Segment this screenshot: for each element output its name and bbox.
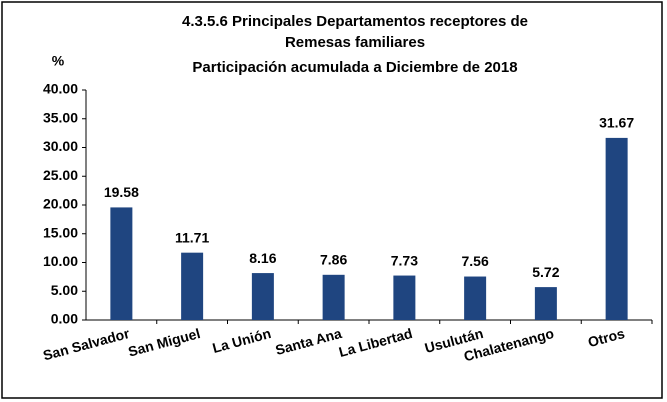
bar [605, 137, 628, 320]
y-tick-label: 5.00 [51, 282, 78, 298]
data-label: 8.16 [249, 250, 276, 266]
y-tick-label: 20.00 [43, 196, 78, 212]
data-label: 7.86 [320, 252, 347, 268]
chart-title: Remesas familiares [285, 34, 425, 51]
chart-title: 4.3.5.6 Principales Departamentos recept… [182, 13, 528, 30]
bar [393, 275, 416, 320]
bar [110, 207, 133, 320]
bar [181, 252, 204, 320]
bar [251, 273, 274, 320]
y-tick-label: 35.00 [43, 109, 78, 125]
bar [322, 274, 345, 320]
data-label: 7.56 [462, 253, 489, 269]
y-tick-label: 25.00 [43, 167, 78, 183]
bar [534, 287, 557, 320]
chart-subtitle: Participación acumulada a Diciembre de 2… [192, 59, 517, 76]
y-tick-label: 40.00 [43, 81, 78, 97]
y-tick-label: 0.00 [51, 311, 78, 327]
data-label: 11.71 [175, 229, 209, 245]
y-axis-label: % [52, 53, 65, 69]
y-tick-label: 30.00 [43, 138, 78, 154]
data-label: 5.72 [532, 264, 559, 280]
data-label: 19.58 [104, 184, 139, 200]
y-tick-label: 10.00 [43, 253, 78, 269]
bar [464, 276, 487, 320]
y-tick-label: 15.00 [43, 224, 78, 240]
data-label: 7.73 [391, 252, 418, 268]
data-label: 31.67 [599, 115, 634, 131]
